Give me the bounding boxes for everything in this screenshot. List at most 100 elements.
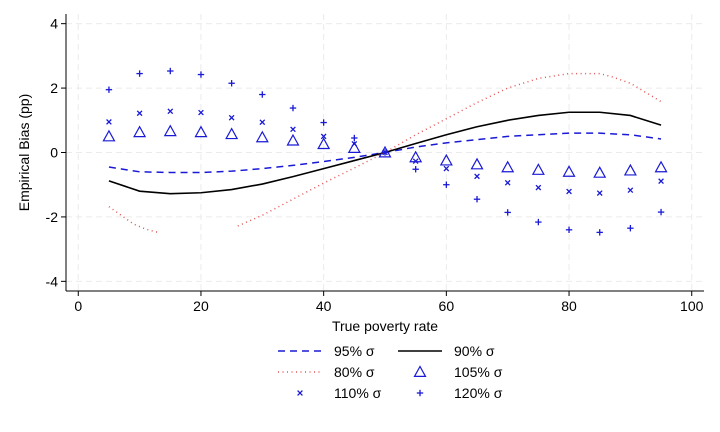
data-point: [347, 141, 361, 153]
x-mark-stroke: [167, 108, 174, 115]
data-point: [443, 181, 450, 188]
legend: 95% σ 90% σ 80% σ 105% σ 110% σ 120% σ: [278, 343, 503, 401]
data-point: [593, 166, 607, 178]
x-mark-stroke: [198, 109, 204, 116]
data-point: [439, 153, 453, 166]
y-tick-label: -2: [46, 209, 59, 225]
data-point: [470, 157, 484, 170]
x-mark-stroke: [566, 188, 572, 195]
data-point: [562, 165, 576, 177]
data-point: [654, 160, 668, 173]
legend-swatch: [413, 365, 427, 377]
x-mark-stroke: [320, 133, 327, 140]
legend-item-95: 95% σ: [278, 343, 375, 359]
data-point: [504, 179, 511, 186]
x-mark-stroke: [228, 114, 235, 121]
data-point: [105, 86, 113, 93]
legend-item-110: 110% σ: [297, 385, 382, 401]
legend-item-120: 120% σ: [416, 385, 503, 401]
data-point: [163, 124, 177, 137]
legend-label: 120% σ: [454, 385, 503, 401]
data-point: [501, 160, 515, 173]
x-mark-stroke: [443, 165, 450, 172]
x-mark-stroke: [412, 158, 419, 165]
x-tick-label: 40: [316, 298, 332, 314]
data-point: [136, 110, 143, 117]
data-point: [228, 80, 235, 87]
legend-item-90: 90% σ: [398, 343, 495, 359]
data-point: [566, 188, 572, 195]
data-point: [596, 190, 603, 196]
data-point: [286, 133, 300, 146]
x-tick-label: 60: [439, 298, 455, 314]
data-point: [320, 133, 327, 140]
data-point: [167, 67, 174, 75]
data-point: [290, 126, 296, 133]
data-point: [474, 173, 480, 180]
legend-label: 105% σ: [454, 364, 503, 380]
data-point: [657, 208, 665, 216]
data-point: [197, 71, 205, 78]
x-mark-stroke: [259, 119, 266, 126]
data-point: [167, 108, 174, 115]
legend-item-105: 105% σ: [413, 364, 503, 380]
series-layer: [102, 67, 668, 236]
x-mark-stroke: [106, 119, 112, 125]
data-point: [473, 196, 481, 203]
gridlines: [66, 14, 704, 291]
data-point: [198, 109, 204, 116]
legend-label: 95% σ: [334, 343, 375, 359]
data-point: [133, 125, 147, 138]
data-point: [531, 163, 545, 175]
data-point: [351, 140, 358, 147]
data-point: [225, 127, 239, 140]
data-point: [351, 134, 358, 142]
data-point: [627, 187, 634, 194]
legend-item-80: 80% σ: [278, 364, 375, 380]
x-tick-label: 20: [193, 298, 209, 314]
data-point: [596, 229, 603, 236]
y-tick-label: -4: [46, 273, 59, 289]
data-point: [228, 114, 235, 121]
data-point: [658, 178, 664, 185]
x-tick-label: 0: [74, 298, 82, 314]
legend-label: 80% σ: [334, 364, 375, 380]
series-120: [105, 67, 665, 236]
data-point: [136, 70, 143, 77]
data-point: [259, 119, 266, 126]
x-mark-stroke: [627, 187, 634, 194]
data-point: [412, 158, 419, 165]
axes: 420-2-40 20 40 60 80 100: [46, 14, 704, 314]
y-tick-label: 4: [50, 16, 58, 32]
legend-swatch: [297, 390, 303, 396]
data-point: [504, 209, 511, 216]
y-axis-title: Empirical Bias (pp): [16, 94, 32, 211]
x-mark-stroke: [596, 190, 603, 196]
x-tick-label: 100: [680, 298, 704, 314]
y-tick-label: 0: [50, 145, 58, 161]
data-point: [412, 166, 419, 173]
data-point: [320, 119, 327, 126]
data-point: [535, 218, 542, 226]
data-point: [565, 226, 573, 234]
y-tick-label: 2: [50, 80, 58, 96]
data-point: [535, 184, 542, 191]
data-point: [102, 129, 116, 142]
x-tick-label: 80: [561, 298, 577, 314]
legend-swatch: [416, 389, 424, 397]
data-point: [259, 91, 266, 98]
data-point: [194, 125, 208, 138]
x-mark-stroke: [297, 390, 303, 396]
data-point: [443, 165, 450, 172]
x-mark-stroke: [351, 140, 358, 147]
x-axis-title: True poverty rate: [332, 318, 438, 334]
x-mark-stroke: [504, 179, 511, 186]
data-point: [106, 119, 112, 125]
data-point: [627, 224, 634, 232]
data-point: [623, 163, 637, 176]
data-point: [317, 137, 331, 150]
x-mark-stroke: [136, 110, 143, 117]
data-point: [381, 149, 389, 156]
x-mark-stroke: [290, 126, 296, 133]
